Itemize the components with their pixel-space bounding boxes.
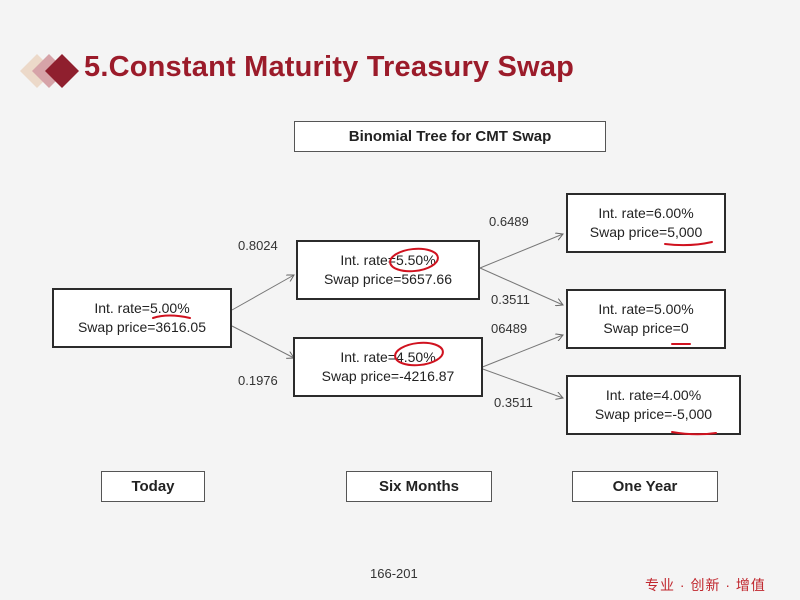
node-down-price: Swap price=-4216.87 (321, 368, 455, 384)
page-reference: 166-201 (370, 566, 418, 581)
period-one-year-label: One Year (612, 478, 678, 495)
edge-up-uu (479, 234, 563, 269)
node-today: Int. rate=5.00% Swap price=3616.05 (52, 288, 232, 348)
annotation-circle-up-rate (389, 247, 439, 273)
period-today-label: Today (131, 478, 175, 495)
node-dd-rate: Int. rate=4.00% (605, 387, 702, 403)
annotation-circle-down-rate (394, 341, 444, 367)
node-uu-rate: Int. rate=6.00% (598, 205, 694, 221)
node-up-rate: Int. rate=5.50% (340, 252, 436, 268)
node-dd: Int. rate=4.00% Swap price=-5,000 (566, 375, 741, 435)
prob-today-up: 0.8024 (238, 238, 278, 253)
prob-today-down: 0.1976 (238, 373, 278, 388)
node-up-price: Swap price=5657.66 (323, 271, 453, 287)
slogan: 专业 · 创新 · 增值 (645, 577, 766, 593)
node-down-rate: Int. rate=4.50% (340, 349, 436, 365)
node-ud: Int. rate=5.00% Swap price=0 (566, 289, 726, 349)
node-dd-price: Swap price=-5,000 (594, 406, 713, 422)
node-ud-rate: Int. rate=5.00% (598, 301, 694, 317)
node-up: Int. rate=5.50% Swap price=5657.66 (296, 240, 480, 300)
annotation-underline-uu-price (664, 241, 713, 247)
node-today-price: Swap price=3616.05 (77, 319, 207, 335)
annotation-underline-today-rate (152, 314, 191, 319)
edge-down-dd (479, 367, 563, 398)
logo-diamonds-icon (20, 54, 79, 88)
node-down: Int. rate=4.50% Swap price=-4216.87 (293, 337, 483, 397)
edge-up-ud (479, 267, 563, 305)
edge-down-ud (479, 335, 563, 369)
prob-up-up: 0.6489 (489, 214, 529, 229)
period-six-months-label: Six Months (378, 478, 459, 495)
node-uu-price: Swap price=5,000 (589, 224, 703, 240)
period-one-year: One Year (572, 471, 718, 502)
prob-down-down: 0.3511 (494, 395, 533, 410)
annotation-underline-dd-price (671, 431, 717, 436)
edge-today-down (231, 325, 294, 358)
node-ud-price: Swap price=0 (603, 320, 689, 336)
tree-title: Binomial Tree for CMT Swap (294, 121, 606, 152)
page-title: 5.Constant Maturity Treasury Swap (84, 51, 575, 83)
node-today-rate: Int. rate=5.00% (94, 300, 190, 316)
node-uu: Int. rate=6.00% Swap price=5,000 (566, 193, 726, 253)
prob-up-down: 0.3511 (491, 292, 530, 307)
period-six-months: Six Months (346, 471, 492, 502)
period-today: Today (101, 471, 205, 502)
edge-today-up (231, 275, 294, 311)
prob-down-up: 06489 (491, 321, 528, 336)
tree-title-text: Binomial Tree for CMT Swap (348, 128, 552, 145)
